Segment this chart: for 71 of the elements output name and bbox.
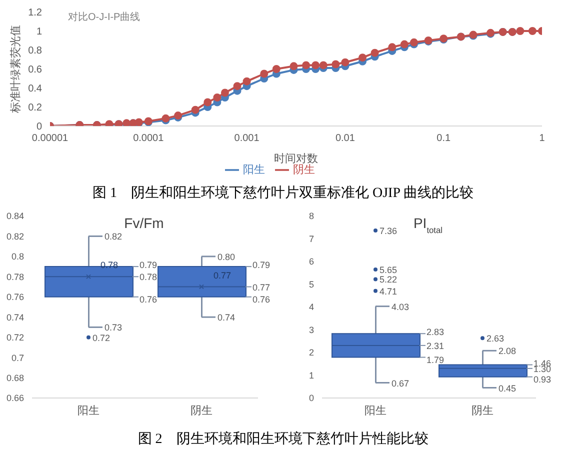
legend-label: 阳生 [243,164,265,176]
y-tick-label: 3 [308,324,314,335]
y-tick-label: 1 [36,26,42,38]
x-tick-label: 阴生 [472,404,494,417]
y-axis-title: 标准叶绿素荧光值 [9,25,22,114]
text: 0.77 [252,282,270,292]
chart-title: PI$_{total}$ [413,215,443,235]
annotation: 0.76 [252,294,270,304]
legend-label: 阴生 [293,164,315,176]
annotation: 0.73 [104,322,122,333]
x-tick-label: 1 [539,133,546,144]
y-tick-label: 1 [308,370,314,380]
y-tick-label: 0 [308,393,314,404]
x-tick-label: 0.001 [234,133,260,144]
y-tick-label: 0.66 [6,393,24,404]
y-tick-label: 0.68 [6,372,24,383]
x-tick-label: 阳生 [78,404,100,417]
y-tick-label: 8 [308,211,314,222]
y-tick-label: 0.4 [28,84,42,95]
y-tick-label: 4 [308,302,314,312]
y-tick-label: 0.74 [6,312,24,322]
annotation: 5.65 [380,264,398,275]
x-axis-title: 时间对数 [274,152,318,165]
annotation: 0.45 [498,383,516,394]
chart-title: Fv/Fm [124,215,164,231]
y-tick-label: 0.84 [6,211,24,222]
y-tick-label: 0.8 [11,252,24,262]
annotation: 0.79 [140,260,158,270]
annotation: 0.93 [534,374,552,384]
text: 0.78 [140,272,158,282]
annotation: 5.22 [380,274,398,285]
y-tick-label: 2 [308,348,314,358]
y-tick-label: 0 [36,122,42,133]
annotation: 0.74 [218,312,236,323]
annotation: 2.31 [426,340,444,351]
x-tick-label: 0.1 [436,133,451,144]
y-tick-label: 0.78 [6,272,24,282]
annotation: 1.79 [426,354,444,365]
y-tick-label: 0.6 [28,64,42,76]
y-tick-label: 0.72 [6,332,24,343]
y-tick-label: 0.2 [28,102,42,114]
annotation: 对比O-J-I-P曲线 [68,10,140,24]
annotation: 0.67 [392,378,410,388]
y-tick-label: 0.7 [11,352,24,363]
x-tick-label: 阳生 [364,404,386,417]
annotation: 7.36 [380,226,398,236]
annotation: 0.79 [252,260,270,270]
annotation: 0.72 [92,332,110,343]
caption: 图 2 阴生环境和阳生环境下慈竹叶片性能比较 [136,430,430,448]
y-tick-label: 6 [308,256,314,267]
annotation: 0.82 [104,232,122,242]
annotation: 0.80 [218,252,236,262]
x-tick-label: 阴生 [190,404,212,417]
x-tick-label: 0.00001 [32,133,69,144]
annotation: 1.46 [534,358,552,368]
x-tick-label: 0.0001 [133,133,164,144]
annotation: 4.71 [380,286,398,296]
caption: 图 1 阴生和阳生环境下慈竹叶片双重标准化 OJIP 曲线的比较 [92,184,474,202]
y-tick-label: 0.82 [6,231,24,242]
y-tick-label: 0.76 [6,292,24,302]
y-tick-label: 5 [308,279,314,290]
annotation: 2.83 [426,327,444,338]
annotation: 0.77 [214,270,232,280]
x-tick-label: 0.01 [335,133,356,144]
y-tick-label: 1.2 [28,8,42,19]
annotation: 2.63 [486,334,504,344]
annotation: 0.76 [140,294,158,304]
y-tick-label: 0.8 [28,46,42,57]
annotation: 4.03 [392,302,410,312]
y-tick-label: 7 [308,234,314,244]
annotation: 2.08 [498,346,516,356]
